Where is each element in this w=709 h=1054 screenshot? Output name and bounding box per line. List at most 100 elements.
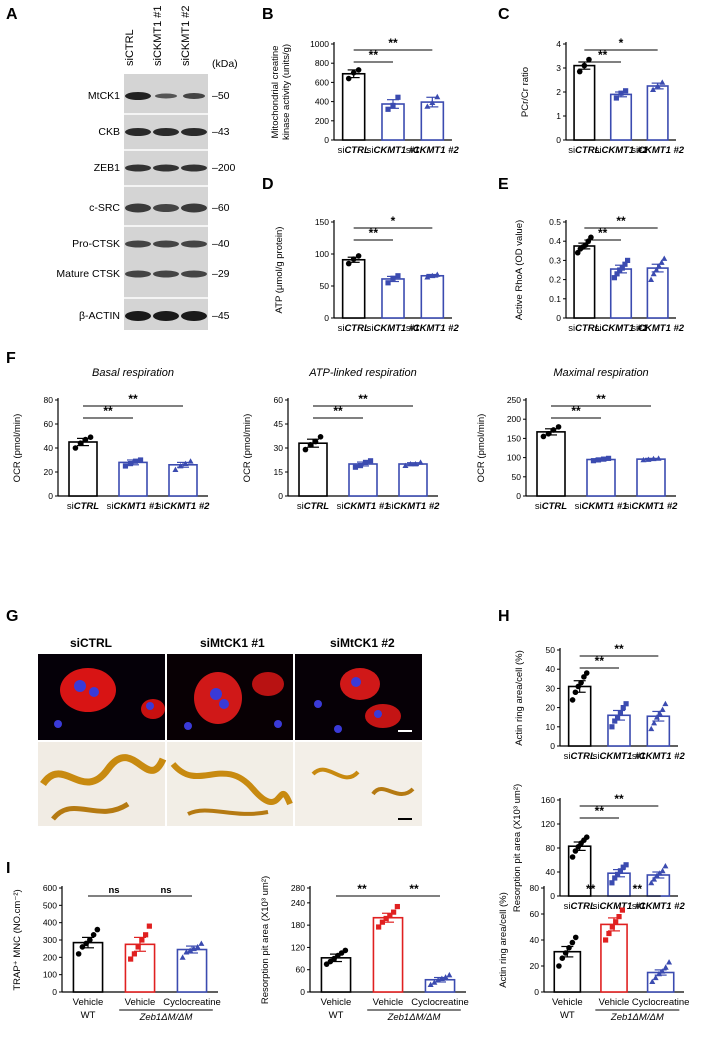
- y-tick-label: 1: [556, 111, 561, 121]
- x-tick-label: siCTRL: [535, 501, 567, 512]
- data-point: [650, 455, 657, 462]
- data-point: [127, 461, 134, 467]
- y-tick-label: 200: [315, 116, 329, 126]
- data-point: [376, 924, 382, 930]
- bar: [573, 64, 596, 141]
- data-point: [342, 947, 349, 954]
- data-point: [555, 424, 562, 430]
- data-point: [307, 442, 314, 448]
- y-tick-label: 60: [296, 965, 306, 975]
- bar: [341, 72, 366, 141]
- y-tick-label: 10: [546, 722, 556, 732]
- y-tick-label: 240: [291, 898, 305, 908]
- x-tick-label: siCKMT1 #1: [107, 501, 160, 512]
- blot-row-label: MtCK1: [87, 90, 120, 102]
- x-tick-label: siCKMT1 #1: [337, 501, 390, 512]
- data-point: [609, 924, 615, 930]
- y-axis-label: Actin ring area/cell (%): [514, 650, 525, 746]
- data-point: [648, 725, 655, 732]
- data-point: [613, 919, 619, 925]
- y-tick-label: 2: [556, 87, 561, 97]
- x-tick-label: Vehicle: [552, 997, 583, 1008]
- data-point: [143, 932, 149, 938]
- data-point: [327, 958, 334, 965]
- data-point: [652, 974, 659, 981]
- y-tick-label: 60: [530, 909, 540, 919]
- data-point: [611, 275, 617, 281]
- y-tick-label: 60: [44, 419, 54, 429]
- panel-letter-f: F: [6, 350, 16, 367]
- significance-label: **: [586, 882, 596, 896]
- data-point: [75, 951, 82, 957]
- data-point: [614, 871, 621, 877]
- chart-f3: 0 50 100 150 200 250 OCR (pmol/min) Maximal res…: [476, 367, 678, 512]
- data-point: [429, 272, 436, 279]
- bar: [68, 441, 98, 497]
- data-point: [569, 697, 576, 703]
- group-label: WT: [560, 1010, 575, 1021]
- significance-label: **: [633, 882, 643, 896]
- y-axis-label: OCR (pmol/min): [12, 414, 23, 483]
- data-point: [350, 256, 357, 262]
- data-point: [625, 257, 631, 263]
- data-point: [82, 436, 89, 443]
- data-point: [662, 863, 669, 869]
- data-point: [424, 103, 431, 109]
- bar: [600, 923, 628, 993]
- significance-label: **: [571, 404, 581, 418]
- y-axis-label: Resorption pit area (X10³ um²): [260, 876, 271, 1004]
- micro-column-label: siMtCK1 #1: [200, 636, 265, 650]
- y-tick-label: 0: [300, 987, 305, 997]
- y-tick-label: 1000: [310, 39, 329, 49]
- y-tick-label: 50: [512, 472, 522, 482]
- data-point: [566, 945, 572, 951]
- data-point: [581, 674, 587, 680]
- data-point: [446, 971, 453, 978]
- y-tick-label: 0: [556, 313, 561, 323]
- significance-label: ns: [108, 885, 119, 896]
- bar: [646, 267, 669, 319]
- chart-title: Maximal respiration: [553, 367, 648, 379]
- data-point: [434, 93, 441, 100]
- x-tick-label: siCKMT1 #1: [595, 145, 648, 156]
- data-point: [395, 94, 401, 100]
- y-tick-label: 45: [274, 419, 284, 429]
- chart-h1: 0 10 20 30 40 50 Actin ring area/cell (%) siCTR…: [514, 642, 685, 762]
- data-point: [379, 919, 385, 925]
- data-point: [655, 455, 662, 461]
- panel-letter-g: G: [6, 608, 19, 625]
- significance-label: **: [595, 654, 605, 668]
- significance-label: *: [391, 214, 396, 228]
- data-point: [662, 964, 669, 970]
- data-point: [355, 253, 362, 259]
- bar: [341, 258, 366, 319]
- chart-f1: 0 20 40 60 80 OCR (pmol/min) Basal respiration…: [12, 367, 210, 512]
- data-point: [659, 706, 666, 712]
- data-point: [302, 446, 309, 453]
- data-point: [659, 968, 666, 974]
- data-point: [590, 458, 597, 464]
- significance-label: ns: [160, 885, 171, 896]
- data-point: [172, 466, 179, 472]
- y-tick-label: 0: [550, 891, 555, 901]
- group-label: WT: [81, 1010, 96, 1021]
- y-tick-label: 0: [516, 491, 521, 501]
- data-point: [613, 95, 619, 101]
- x-tick-label: Cyclocreatine: [632, 997, 690, 1008]
- data-point: [317, 434, 324, 440]
- data-point: [350, 70, 357, 76]
- data-point: [540, 433, 547, 440]
- significance-label: **: [333, 404, 343, 418]
- group-label: Zeb1ΔM/ΔM: [610, 1012, 664, 1023]
- data-point: [572, 934, 579, 941]
- y-tick-label: 0: [278, 491, 283, 501]
- y-tick-label: 20: [546, 703, 556, 713]
- y-tick-label: 800: [315, 58, 329, 68]
- significance-label: *: [619, 36, 624, 50]
- y-tick-label: 40: [530, 935, 540, 945]
- panel-letter-h: H: [498, 608, 510, 625]
- data-point: [588, 234, 594, 241]
- bar: [381, 278, 405, 319]
